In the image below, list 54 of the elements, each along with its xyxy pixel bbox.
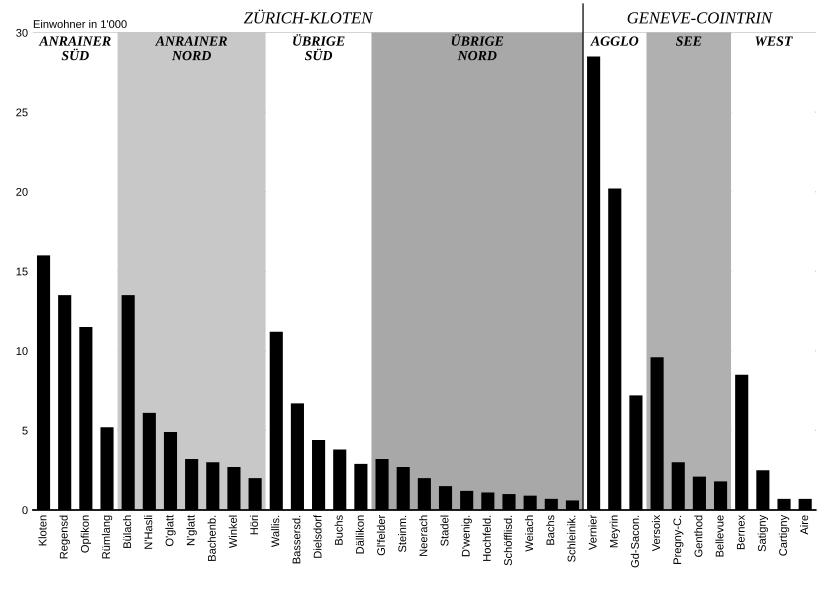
y-tick-label: 15 <box>16 268 28 276</box>
x-tick-label: D'wenig. <box>461 516 472 556</box>
x-tick-label: Genthod <box>694 516 702 557</box>
x-tick-label: Schleinik. <box>567 516 576 562</box>
x-tick-label: Pregny-C. <box>673 516 684 564</box>
x-tick-label: Schöfflisd. <box>504 516 512 566</box>
y-axis-title: Einwohner in 1'000 <box>34 20 127 28</box>
x-tick-label: Bachs <box>546 515 554 545</box>
text: GENEVE-COINTRIN <box>628 12 773 24</box>
x-tick-label: N'Hasli <box>144 516 152 549</box>
x-tick-label: Regensd <box>60 516 70 558</box>
y-tick-label: 5 <box>22 426 28 435</box>
x-tick-label: Hochfeld. <box>482 516 491 561</box>
x-tick-label: Weiach <box>524 516 534 552</box>
band-label: ANRAINER SÜD <box>38 36 111 60</box>
x-tick-label: Cartigny <box>778 514 790 556</box>
x-tick-label: Steinm. <box>398 516 406 552</box>
x-tick-label: O'glatt <box>165 514 176 546</box>
x-tick-label: Wallis. <box>271 516 280 548</box>
x-tick-label: Aire <box>800 515 808 535</box>
x-tick-label: Opfikon <box>80 516 92 553</box>
x-tick-label: Vernier <box>588 515 597 550</box>
band-label: ANRAINER NORD <box>155 36 227 60</box>
x-tick-label: Dällikon <box>356 516 364 554</box>
x-tick-label: Dielsdorf <box>313 514 322 558</box>
x-tick-label: Bellevue <box>715 515 724 557</box>
x-tick-label: Neerach <box>419 516 428 556</box>
x-tick-label: Meyrin <box>610 516 620 548</box>
x-tick-label: Bülach <box>122 516 132 548</box>
x-tick-label: N'glatt <box>186 514 197 546</box>
x-tick-label: Gd-Sacon. <box>630 516 639 568</box>
band-label: ÜBRIGE SÜD <box>293 34 345 60</box>
x-tick-label: Gl'felder <box>376 515 386 556</box>
text: ZÜRICH-KLOTEN <box>244 10 374 24</box>
x-tick-label: Winkel <box>228 516 237 548</box>
x-tick-label: Satigny <box>758 514 768 552</box>
x-tick-label: Bachenb. <box>208 516 216 561</box>
y-tick-label: 20 <box>16 188 28 196</box>
y-tick-label: 25 <box>16 108 28 116</box>
y-tick-label: 0 <box>22 506 28 514</box>
band-label: ÜBRIGE NORD <box>452 34 504 60</box>
y-tick-label: 30 <box>16 28 28 37</box>
x-tick-label: Bernex <box>736 514 745 550</box>
x-tick-label: Versoix <box>652 514 660 552</box>
x-tick-label: Höri <box>250 516 258 534</box>
x-tick-label: Kloten <box>38 516 47 546</box>
band-label: AGGLO <box>590 36 638 46</box>
x-tick-label: Buchs <box>334 515 343 545</box>
band-label: WEST <box>755 36 793 46</box>
y-tick-label: 10 <box>16 347 28 355</box>
x-tick-label: Rümlang <box>102 516 112 558</box>
x-tick-label: Bassersd. <box>292 516 300 564</box>
x-tick-label: Stadel <box>440 516 448 546</box>
band-label: SEE <box>676 36 702 46</box>
